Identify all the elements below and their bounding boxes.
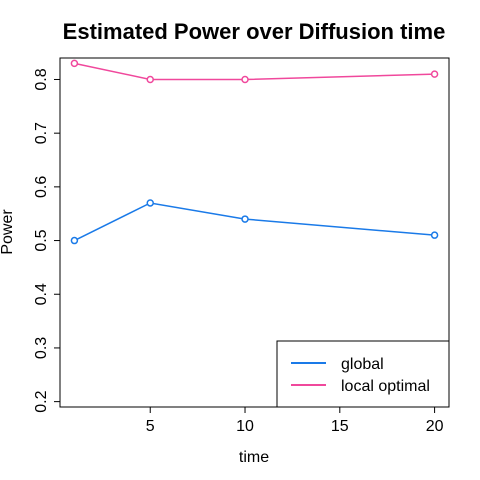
y-tick-label: 0.5 [33, 229, 50, 251]
chart-title: Estimated Power over Diffusion time [63, 19, 446, 44]
y-tick-label: 0.3 [33, 337, 50, 359]
legend-box [276, 340, 450, 408]
x-tick-label: 15 [331, 418, 349, 435]
data-point [241, 75, 249, 84]
y-axis-label: Power [0, 209, 16, 255]
data-point [70, 59, 79, 68]
y-tick-label: 0.8 [33, 68, 50, 90]
y-tick-label: 0.6 [33, 176, 50, 198]
x-tick-label: 20 [426, 418, 444, 435]
x-axis-label: time [239, 449, 269, 466]
x-tick-label: 10 [236, 418, 254, 435]
y-tick-label: 0.7 [33, 122, 50, 144]
y-axis: 0.2 0.3 0.4 0.5 0.6 0.7 0.8 [33, 68, 60, 413]
data-point [241, 215, 249, 223]
series-line-1 [74, 62, 435, 81]
series-line-0 [74, 202, 435, 242]
legend-label: global [341, 356, 384, 373]
y-tick-label: 0.4 [33, 283, 50, 305]
data-point [70, 236, 79, 245]
data-point [430, 70, 439, 78]
data-point [146, 75, 154, 84]
legend-label: local optimal [341, 378, 430, 395]
x-axis: 5 10 15 20 [146, 407, 444, 435]
x-tick-label: 5 [146, 418, 155, 435]
data-point [430, 231, 439, 239]
legend: global local optimal [276, 340, 450, 408]
y-tick-label: 0.2 [33, 390, 50, 412]
data-point [146, 199, 154, 207]
series-layer [70, 59, 439, 245]
plot-frame [59, 57, 450, 408]
